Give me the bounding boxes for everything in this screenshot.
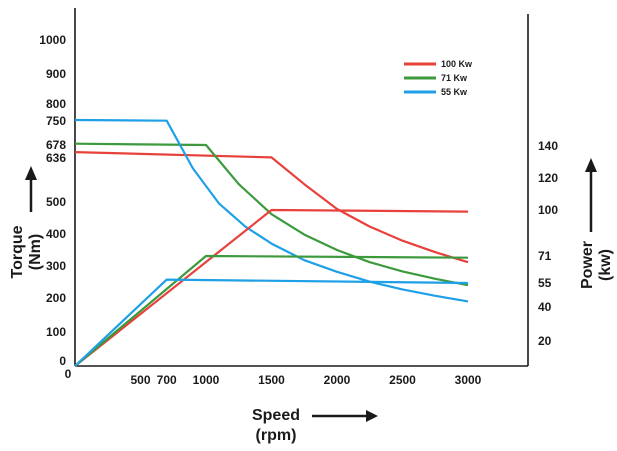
series-torque-100-kw [74, 151, 469, 264]
y-right-tick-71: 71 [538, 249, 552, 263]
series-torque-55-kw [74, 118, 469, 303]
legend-label-100-kw: 100 Kw [441, 59, 473, 69]
y-left-arrow [25, 166, 37, 212]
legend: 100 Kw 71 Kw 55 Kw [404, 59, 473, 97]
x-tick-0: 0 [65, 367, 72, 381]
x-tick-500: 500 [130, 373, 150, 387]
y-left-tick-678: 678 [46, 138, 66, 152]
y-right-tick-120: 120 [538, 171, 558, 185]
y-left-tick-300: 300 [46, 259, 66, 273]
y-left-tick-500: 500 [46, 195, 66, 209]
y-left-tick-400: 400 [46, 227, 66, 241]
x-unit: (rpm) [256, 427, 297, 444]
x-tick-700: 700 [157, 373, 177, 387]
y-left-tick-636: 636 [46, 151, 66, 165]
series-torque-71-kw [74, 142, 469, 287]
x-tick-2500: 2500 [389, 373, 416, 387]
x-tick-2000: 2000 [324, 373, 351, 387]
chart-axes [74, 8, 529, 367]
y-left-tick-900: 900 [46, 67, 66, 81]
y-right-tick-100: 100 [538, 203, 558, 217]
series-power-71-kw [74, 254, 469, 367]
tick-layer: 0100200300400500636678750800900100020405… [39, 33, 558, 387]
y-left-tick-100: 100 [46, 325, 66, 339]
legend-label-71-kw: 71 Kw [441, 73, 468, 83]
y-left-tick-0: 0 [59, 354, 66, 368]
x-axis-arrow [312, 410, 378, 422]
y-left-title: Torque [9, 225, 26, 278]
y-right-title: Power [579, 241, 596, 289]
y-right-tick-140: 140 [538, 139, 558, 153]
x-tick-3000: 3000 [455, 373, 482, 387]
x-tick-1000: 1000 [193, 373, 220, 387]
y-left-tick-1000: 1000 [39, 33, 66, 47]
y-left-tick-800: 800 [46, 97, 66, 111]
legend-label-55-kw: 55 Kw [441, 87, 468, 97]
y-left-tick-200: 200 [46, 291, 66, 305]
series-layer [74, 118, 469, 367]
y-right-tick-55: 55 [538, 276, 552, 290]
x-tick-1500: 1500 [258, 373, 285, 387]
y-right-unit: (kw) [597, 249, 614, 281]
x-title: Speed [252, 407, 300, 424]
y-left-tick-750: 750 [46, 114, 66, 128]
series-power-55-kw [74, 278, 469, 367]
y-right-tick-20: 20 [538, 334, 552, 348]
y-right-tick-40: 40 [538, 300, 552, 314]
y-right-arrow [585, 158, 597, 232]
y-left-unit: (Nm) [27, 234, 44, 270]
series-power-100-kw [74, 208, 469, 367]
